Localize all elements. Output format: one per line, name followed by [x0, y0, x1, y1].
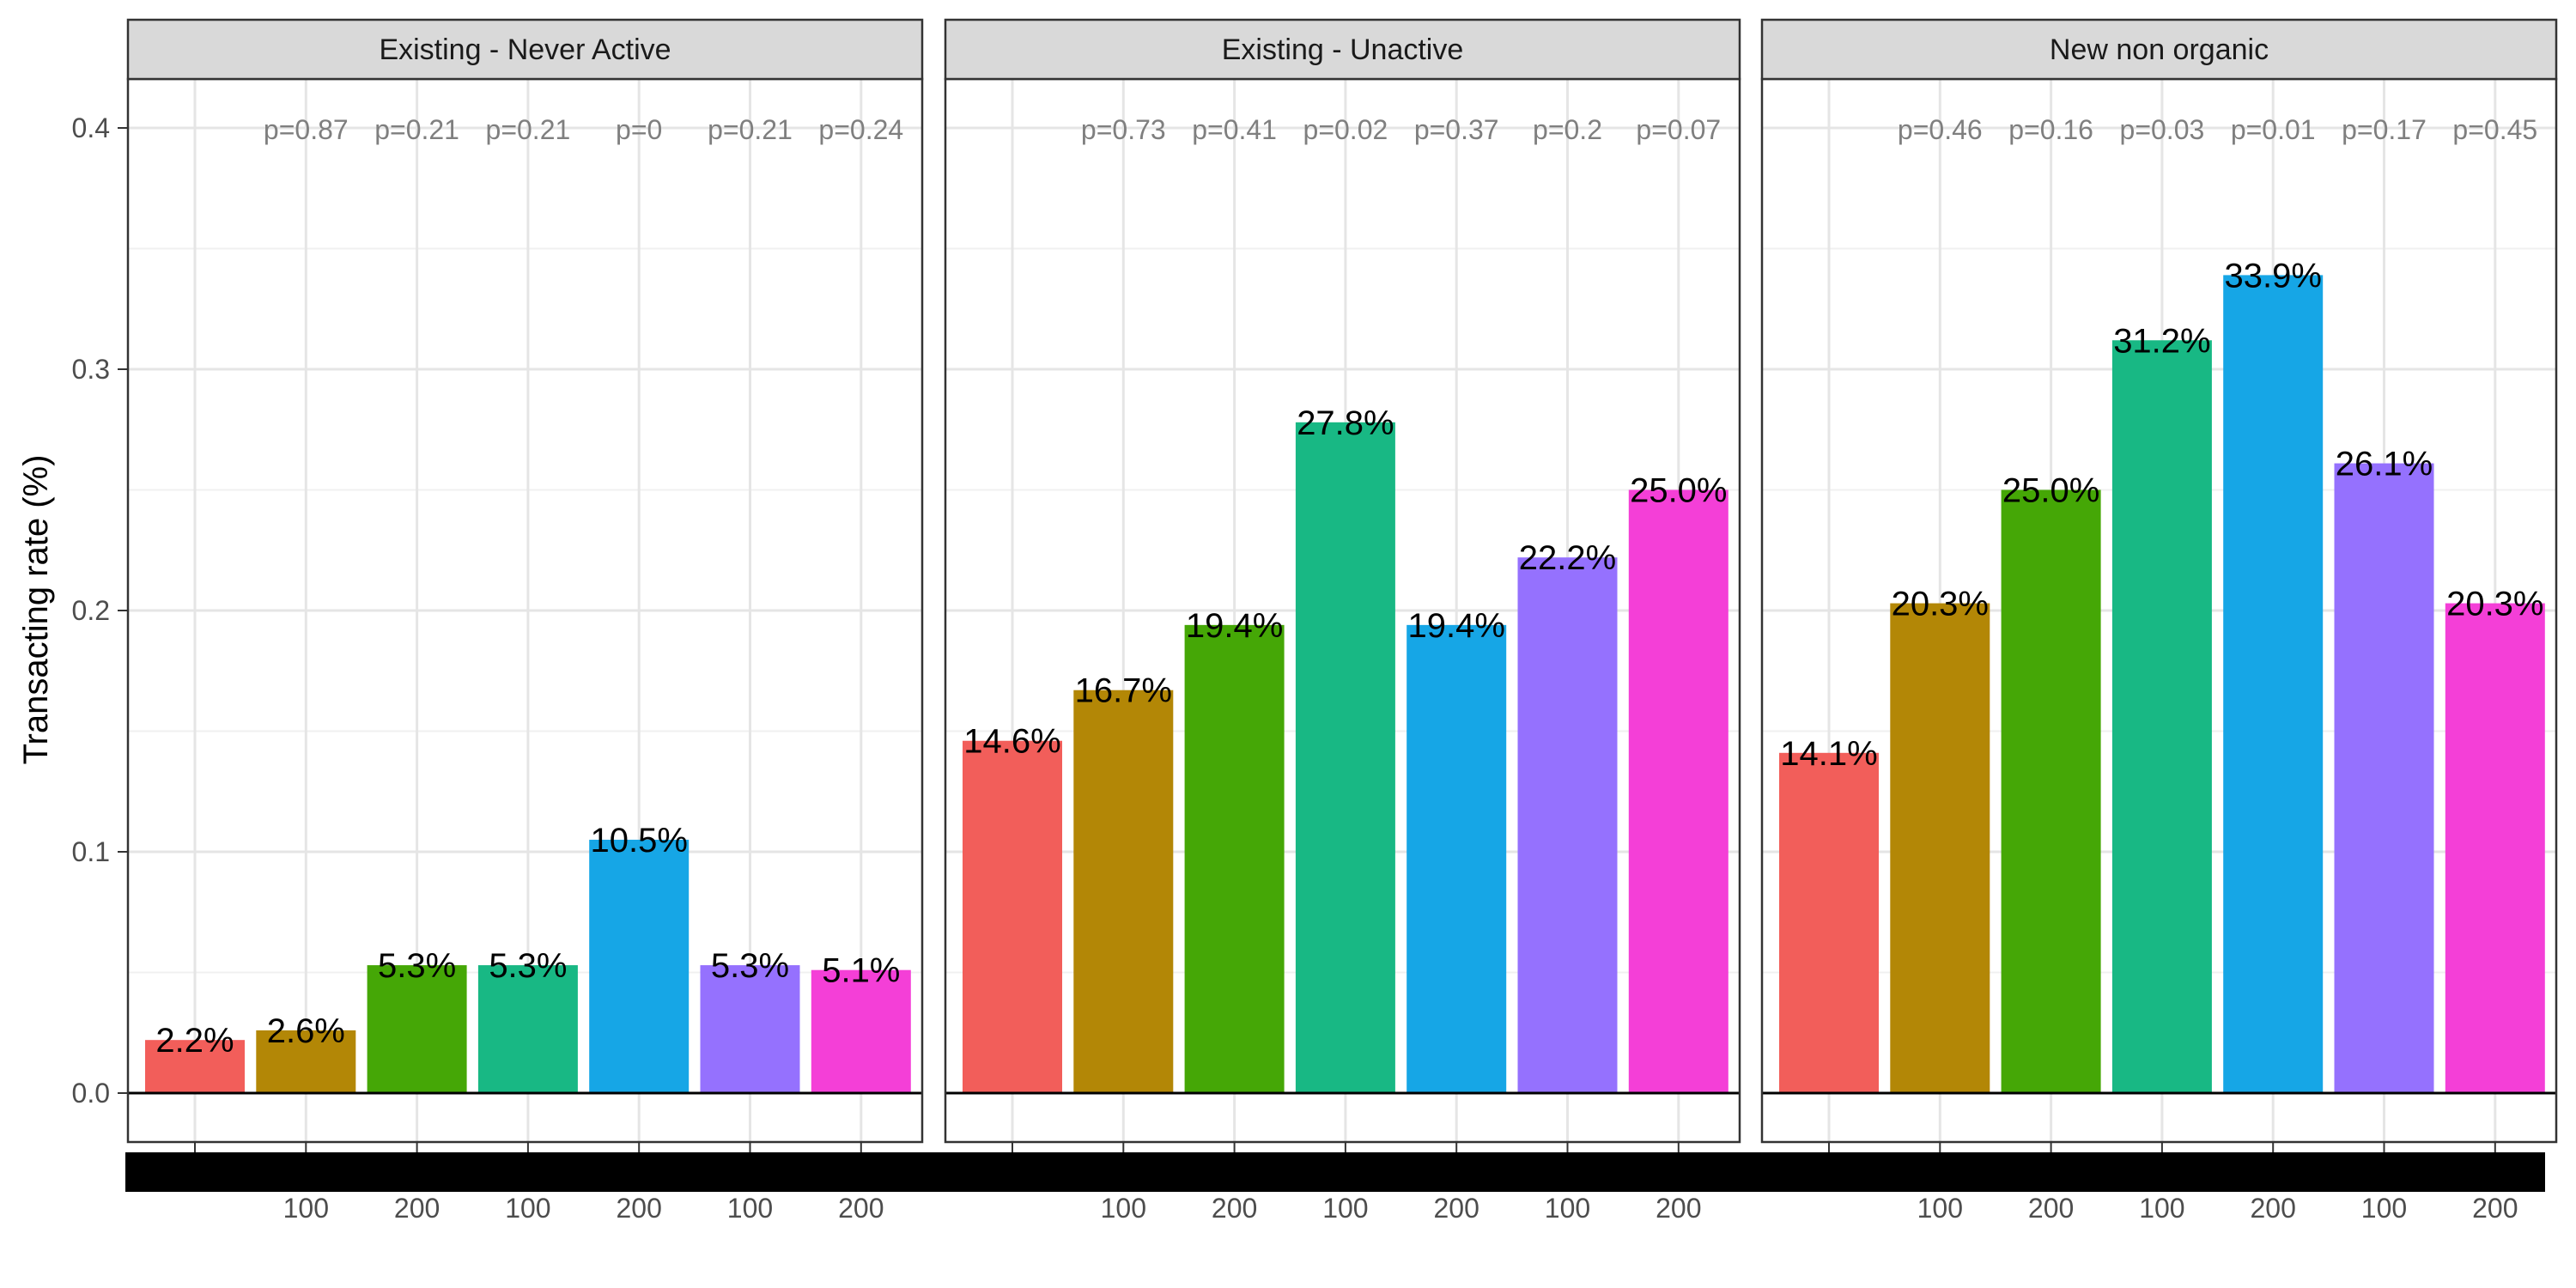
bar-value-label: 20.3%: [2446, 586, 2543, 623]
bar: [256, 1030, 356, 1093]
bar: [1779, 752, 1879, 1093]
x-tick-label: 200: [617, 1193, 662, 1224]
bar-value-label: 2.2%: [155, 1022, 234, 1060]
bar: [589, 839, 690, 1093]
p-value-label: p=0.02: [1303, 114, 1388, 145]
x-tick-label: 200: [2251, 1193, 2296, 1224]
y-tick-label: 0.2: [72, 595, 110, 626]
p-value-label: p=0.24: [818, 114, 903, 145]
x-tick-label: 100: [1917, 1193, 1963, 1224]
bar: [963, 740, 1062, 1093]
x-tick-label: 200: [394, 1193, 440, 1224]
bar-value-label: 26.1%: [2336, 446, 2433, 483]
bar-value-label: 5.3%: [711, 947, 789, 985]
bar-value-label: 16.7%: [1075, 672, 1172, 710]
x-tick-label: 200: [1434, 1193, 1479, 1224]
x-tick-label: 200: [2028, 1193, 2074, 1224]
bar-value-label: 25.0%: [1630, 472, 1727, 510]
p-value-label: p=0.21: [374, 114, 459, 145]
facet-panel: 14.1% 20.3% 25.0% 31.2% 33.9% 26.1% 20.3% p=0.4…: [1760, 18, 2558, 1224]
p-value-label: p=0.37: [1414, 114, 1499, 145]
bar-value-label: 31.2%: [2113, 322, 2210, 360]
facet-strip: [126, 18, 924, 81]
bar: [1073, 690, 1174, 1093]
bar-value-label: 14.6%: [963, 723, 1060, 761]
y-tick-label: 0.4: [72, 112, 110, 143]
bar: [2445, 603, 2545, 1093]
bar-value-label: 14.1%: [1780, 735, 1877, 773]
p-value-label: p=0.41: [1192, 114, 1277, 145]
p-value-label: p=0.03: [2120, 114, 2205, 145]
x-tick-label: 200: [2472, 1193, 2518, 1224]
p-value-label: p=0.73: [1081, 114, 1166, 145]
facet-strip: [1760, 18, 2558, 81]
bar: [477, 965, 578, 1093]
bar-value-label: 33.9%: [2224, 257, 2321, 295]
bar-value-label: 5.1%: [822, 952, 900, 990]
p-value-label: p=0.87: [264, 114, 349, 145]
x-tick-label: 100: [2361, 1193, 2407, 1224]
bar: [1517, 557, 1618, 1093]
x-tick-label: 100: [2139, 1193, 2184, 1224]
bar-value-label: 2.6%: [267, 1012, 345, 1050]
p-value-label: p=0.16: [2008, 114, 2093, 145]
facet-strip: [944, 18, 1741, 81]
bar: [1628, 489, 1728, 1093]
x-tick-label: 100: [727, 1193, 773, 1224]
bar-value-label: 19.4%: [1186, 607, 1283, 645]
y-tick-label: 0.1: [72, 836, 110, 867]
bar-value-label: 10.5%: [590, 822, 687, 860]
bar: [1295, 422, 1395, 1093]
bar-value-label: 19.4%: [1407, 607, 1504, 645]
bar-value-label: 27.8%: [1297, 404, 1394, 442]
bar-value-label: 5.3%: [378, 947, 456, 985]
y-tick-label: 0.3: [72, 354, 110, 385]
x-tick-label: 200: [838, 1193, 884, 1224]
bar: [145, 1040, 245, 1093]
bar: [1890, 603, 1990, 1093]
p-value-label: p=0.45: [2452, 114, 2537, 145]
bar-value-label: 5.3%: [489, 947, 567, 985]
plot-area: 0.0 0.1 0.2 0.3 0.4 2.2% 2.6% 5.3% 5.3% 10.5% 5.3%…: [72, 18, 2558, 1224]
bar: [700, 965, 800, 1093]
p-value-label: p=0.46: [1898, 114, 1983, 145]
bar-value-label: 20.3%: [1892, 586, 1989, 623]
p-value-label: p=0.17: [2342, 114, 2427, 145]
x-axis-band: [125, 1152, 2545, 1192]
x-tick-label: 100: [1101, 1193, 1146, 1224]
p-value-label: p=0.07: [1636, 114, 1721, 145]
bar: [1406, 624, 1507, 1093]
bar: [2111, 340, 2212, 1093]
bar: [1184, 624, 1285, 1093]
p-value-label: p=0.21: [708, 114, 793, 145]
x-tick-label: 100: [283, 1193, 329, 1224]
bar: [2001, 489, 2101, 1093]
bar: [367, 965, 467, 1093]
facet-panel: 2.2% 2.6% 5.3% 5.3% 10.5% 5.3% 5.1% p=0.87 p=0.2…: [126, 18, 924, 1224]
x-tick-label: 100: [1545, 1193, 1590, 1224]
p-value-label: p=0: [616, 114, 662, 145]
p-value-label: p=0.01: [2231, 114, 2316, 145]
bar: [811, 969, 911, 1093]
y-tick-label: 0.0: [72, 1078, 110, 1109]
facet-title: Existing - Unactive: [1222, 33, 1464, 66]
y-axis-title: Transacting rate (%): [17, 455, 55, 765]
facet-title: Existing - Never Active: [379, 33, 671, 66]
x-tick-label: 100: [505, 1193, 550, 1224]
facet-title: New non organic: [2050, 33, 2269, 66]
facet-panel: 14.6% 16.7% 19.4% 27.8% 19.4% 22.2% 25.0% p=0.7…: [944, 18, 1741, 1224]
p-value-label: p=0.2: [1533, 114, 1602, 145]
bar-value-label: 25.0%: [2002, 472, 2099, 510]
bar: [2223, 275, 2324, 1093]
bar-value-label: 22.2%: [1519, 539, 1616, 577]
x-tick-label: 200: [1656, 1193, 1701, 1224]
x-tick-label: 200: [1212, 1193, 1257, 1224]
p-value-label: p=0.21: [486, 114, 571, 145]
bar: [2334, 463, 2434, 1093]
x-tick-label: 100: [1322, 1193, 1368, 1224]
